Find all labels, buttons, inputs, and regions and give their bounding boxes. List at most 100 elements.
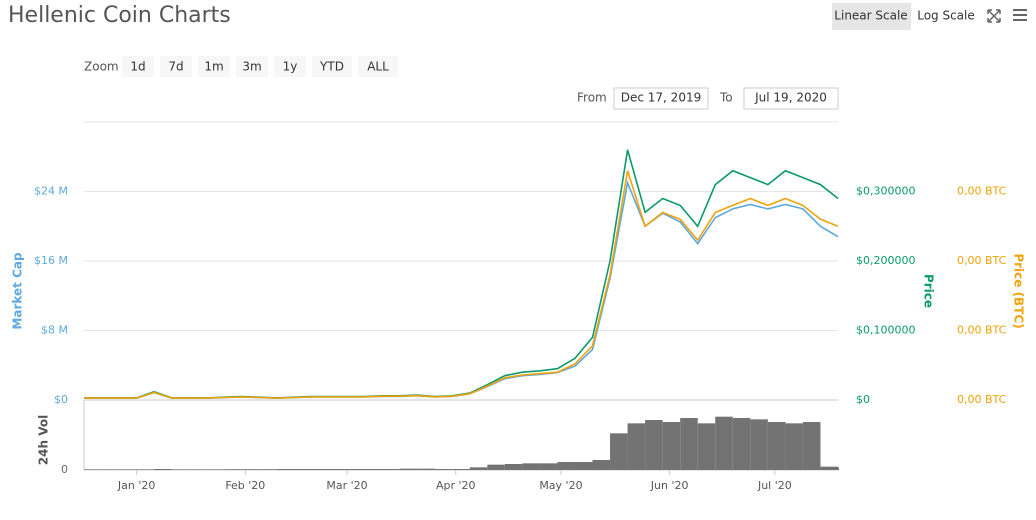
volume-bar [259,469,277,470]
page-title: Hellenic Coin Charts [8,3,231,28]
volume-bar [382,469,400,470]
zoom-button-label[interactable]: 7d [168,60,183,74]
volume-bar [399,468,418,470]
volume-bar [189,469,207,470]
y3-tick-label: 0,00 BTC [957,254,1007,267]
scale-label[interactable]: Linear Scale [834,9,907,23]
from-label: From [577,91,607,105]
to-input[interactable] [743,87,839,110]
zoom-label: Zoom [84,60,119,74]
volume-bar [697,423,716,470]
volume-bar [276,469,295,470]
y3-tick-label: 0,00 BTC [957,393,1007,406]
volume-bar [645,420,663,470]
y-tick-label: $0 [54,393,68,406]
y2-tick-label: $0,100000 [856,324,916,337]
zoom-button-label[interactable]: 3m [242,60,261,74]
y2-tick-label: $0,300000 [856,185,916,198]
volume-bar [154,469,172,470]
volume-bar [574,462,593,470]
volume-bar [627,423,646,470]
volume-bar [294,469,312,470]
volume-bar [417,468,435,470]
volume-bar [224,469,242,470]
volume-bar [838,467,839,470]
zoom-button[interactable] [358,56,398,77]
zoom-button[interactable] [198,56,230,77]
series-line [84,149,839,399]
volume-bar [101,469,120,470]
volume-bar [311,469,330,470]
volume-bar [504,464,523,470]
x-tick-label: Feb '20 [225,479,265,492]
y-tick-label: $24 M [34,185,68,198]
volume-bar [487,464,505,470]
volume-bar [84,469,102,470]
zoom-button-label[interactable]: 1y [283,60,298,74]
volume-bar [592,460,611,470]
volume-bar [715,416,733,470]
volume-bar [610,433,628,470]
volume-bar [241,469,260,470]
y-tick-label: $16 M [34,254,68,267]
x-tick-label: Jun '20 [650,479,689,492]
volume-bar [680,418,698,470]
zoom-button[interactable] [160,56,192,77]
scale-label[interactable]: Log Scale [917,9,975,23]
volume-bar [662,422,681,470]
y-axis-title: Market Cap [11,252,25,330]
series-line [84,170,839,399]
zoom-button[interactable] [312,56,352,77]
zoom-button-label[interactable]: 1d [130,60,145,74]
y-tick-label: $8 M [41,324,68,337]
volume-bar [539,463,558,470]
volume-bar [785,423,803,470]
zoom-button-label[interactable]: YTD [319,60,344,74]
volume-bar [522,463,540,470]
y-tick-label: 0 [61,463,68,476]
y3-tick-label: 0,00 BTC [957,324,1007,337]
volume-bar [434,469,453,470]
y2-tick-label: $0 [856,393,870,406]
volume-bar [732,418,751,470]
scale-button[interactable] [832,3,911,30]
y2-tick-label: $0,200000 [856,254,916,267]
volume-bar [119,469,137,470]
series-line [84,179,839,400]
zoom-button[interactable] [274,56,306,77]
x-tick-label: Apr '20 [436,479,476,492]
x-tick-label: May '20 [539,479,582,492]
y-axis-title: 24h Vol [37,415,51,465]
volume-bar [206,469,225,470]
zoom-button-label[interactable]: 1m [204,60,223,74]
from-value[interactable]: Dec 17, 2019 [621,91,701,105]
y2-axis-title: Price [922,274,936,308]
zoom-button[interactable] [122,56,154,77]
to-value[interactable]: Jul 19, 2020 [754,91,827,105]
from-input[interactable] [613,87,709,110]
volume-bar [767,422,786,470]
x-tick-label: Jul '20 [757,479,792,492]
volume-bar [557,462,575,470]
volume-bar [329,469,348,470]
volume-bar [452,469,470,470]
volume-bar [364,469,383,470]
fullscreen-icon[interactable] [987,9,1001,23]
volume-bar [820,466,838,470]
to-label: To [719,91,733,105]
volume-bar [136,469,155,470]
zoom-button-label[interactable]: ALL [367,60,389,74]
y3-tick-label: 0,00 BTC [957,185,1007,198]
volume-bar [171,469,190,470]
menu-icon[interactable] [1013,9,1027,21]
volume-bar [750,419,768,470]
x-tick-label: Jan '20 [117,479,155,492]
zoom-button[interactable] [236,56,268,77]
volume-bar [347,469,365,470]
volume-bar [802,422,821,470]
x-tick-label: Mar '20 [326,479,367,492]
volume-bar [469,467,488,470]
y3-axis-title: Price (BTC) [1012,253,1026,328]
